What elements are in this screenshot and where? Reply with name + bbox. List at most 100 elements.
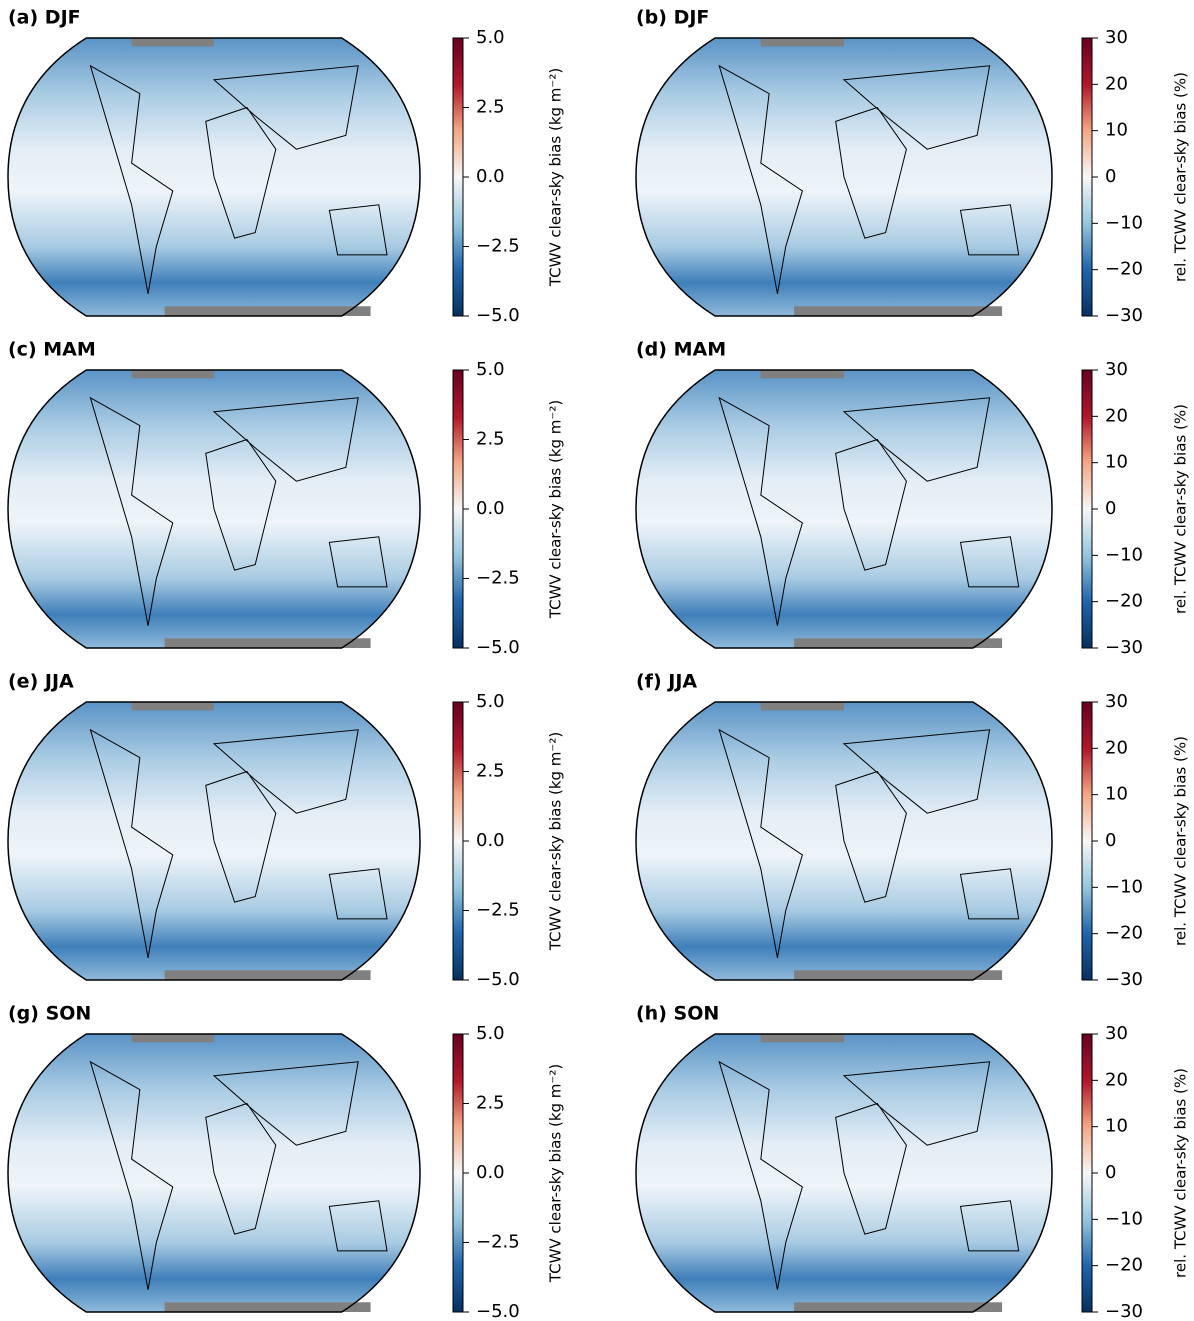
colorbar-label: TCWV clear-sky bias (kg m⁻²) [547,732,565,951]
colorbar-tick-label: −5.0 [476,305,520,326]
colorbar-tick-label: 10 [1105,120,1128,141]
colorbar-tick-label: 5.0 [476,359,505,380]
panel-title: (a) DJF [8,7,81,29]
colorbar-tick-label: −2.5 [476,900,520,921]
colorbar [1081,369,1093,649]
panel-title: (f) JJA [636,671,697,693]
map-outline [635,369,1053,649]
continent-africa-eurasia [205,397,388,588]
map-outline [635,701,1053,981]
panel: (g) SON 5.0 2.5 0.0 −2.5 −5.0 TCWV clear-sky b… [7,1003,565,1321]
panel: (c) MAM 5.0 2.5 0.0 −2.5 −5.0 TCWV clear-sky b… [7,339,565,658]
colorbar-label: TCWV clear-sky bias (kg m⁻²) [547,68,565,287]
colorbar-tick-label: −2.5 [476,236,520,257]
arctic [760,370,844,379]
colorbar-tick-label: 0.0 [476,1162,505,1183]
antarctica [164,970,371,980]
antarctica [164,1302,371,1312]
colorbar-label: rel. TCWV clear-sky bias (%) [1172,72,1190,282]
colorbar-tick-label: 0.0 [476,498,505,519]
map-outline [635,37,1053,317]
panel-title: (c) MAM [8,339,96,361]
colorbar-tick-label: 2.5 [476,97,505,118]
colorbar-tick-label: −20 [1105,1255,1143,1276]
colorbar-tick-label: −10 [1105,876,1143,897]
continent-americas [718,1060,803,1290]
colorbar-tick-label: 0 [1105,498,1116,519]
colorbar-tick-label: −10 [1105,1208,1143,1229]
continent-americas [89,64,174,294]
colorbar-label: rel. TCWV clear-sky bias (%) [1172,1068,1190,1278]
map-outline [7,701,421,981]
colorbar-label: TCWV clear-sky bias (kg m⁻²) [547,1064,565,1283]
colorbar-tick-label: 30 [1105,691,1128,712]
antarctica [794,1302,1003,1312]
arctic [131,1034,214,1043]
colorbar-tick-label: −30 [1105,969,1143,990]
colorbar [452,37,464,317]
colorbar-tick-label: −10 [1105,544,1143,565]
continent-americas [718,64,803,294]
colorbar-label: TCWV clear-sky bias (kg m⁻²) [547,400,565,619]
colorbar-tick-label: 5.0 [476,691,505,712]
colorbar-tick-label: 20 [1105,737,1128,758]
colorbar-tick-label: 0 [1105,166,1116,187]
continent-africa-eurasia [205,1061,388,1252]
colorbar-tick-label: −20 [1105,591,1143,612]
continent-africa-eurasia [835,729,1020,920]
colorbar-tick-label: −5.0 [476,1301,520,1321]
colorbar-tick-label: 0.0 [476,830,505,851]
colorbar-label: rel. TCWV clear-sky bias (%) [1172,404,1190,614]
colorbar-tick-label: 30 [1105,27,1128,48]
continent-africa-eurasia [835,65,1020,256]
antarctica [164,306,371,316]
colorbar [452,701,464,981]
continent-africa-eurasia [205,729,388,920]
continent-africa-eurasia [205,65,388,256]
continent-americas [89,396,174,626]
colorbar-tick-label: 0 [1105,1162,1116,1183]
colorbar-tick-label: 30 [1105,1023,1128,1044]
colorbar-tick-label: 5.0 [476,27,505,48]
map-outline [7,1033,421,1313]
panel-title: (b) DJF [636,7,709,29]
colorbar-tick-label: 2.5 [476,429,505,450]
continent-africa-eurasia [835,1061,1020,1252]
panel: (h) SON 30 20 10 0 −10 −20 −30 rel. TCWV clear-s… [635,1003,1190,1321]
arctic [131,702,214,711]
antarctica [794,638,1003,648]
colorbar-tick-label: 10 [1105,1116,1128,1137]
colorbar-tick-label: −30 [1105,1301,1143,1321]
arctic [760,702,844,711]
colorbar-tick-label: −10 [1105,212,1143,233]
panel-title: (g) SON [8,1003,91,1025]
colorbar-tick-label: 10 [1105,452,1128,473]
arctic [131,370,214,379]
colorbar-tick-label: 2.5 [476,1093,505,1114]
colorbar-tick-label: −20 [1105,259,1143,280]
antarctica [164,638,371,648]
panel: (f) JJA 30 20 10 0 −10 −20 −30 rel. TCWV clear-s… [635,671,1190,990]
panel: (b) DJF 30 20 10 0 −10 −20 −30 rel. TCWV clear-s… [635,7,1190,326]
map-outline [7,37,421,317]
colorbar-tick-label: 20 [1105,405,1128,426]
continent-americas [89,1060,174,1290]
colorbar-tick-label: 5.0 [476,1023,505,1044]
colorbar-tick-label: −5.0 [476,969,520,990]
panel: (a) DJF 5.0 2.5 0.0 −2.5 −5.0 TCWV clear-sky b… [7,7,565,326]
arctic [760,38,844,47]
colorbar-tick-label: −30 [1105,305,1143,326]
panel-title: (e) JJA [8,671,74,693]
colorbar-tick-label: 0.0 [476,166,505,187]
antarctica [794,306,1003,316]
colorbar [452,1033,464,1313]
antarctica [794,970,1003,980]
continent-americas [89,728,174,958]
colorbar-tick-label: −5.0 [476,637,520,658]
colorbar-tick-label: −2.5 [476,1232,520,1253]
colorbar-tick-label: −20 [1105,923,1143,944]
colorbar [452,369,464,649]
colorbar [1081,1033,1093,1313]
panel: (d) MAM 30 20 10 0 −10 −20 −30 rel. TCWV clear-s… [635,339,1190,658]
